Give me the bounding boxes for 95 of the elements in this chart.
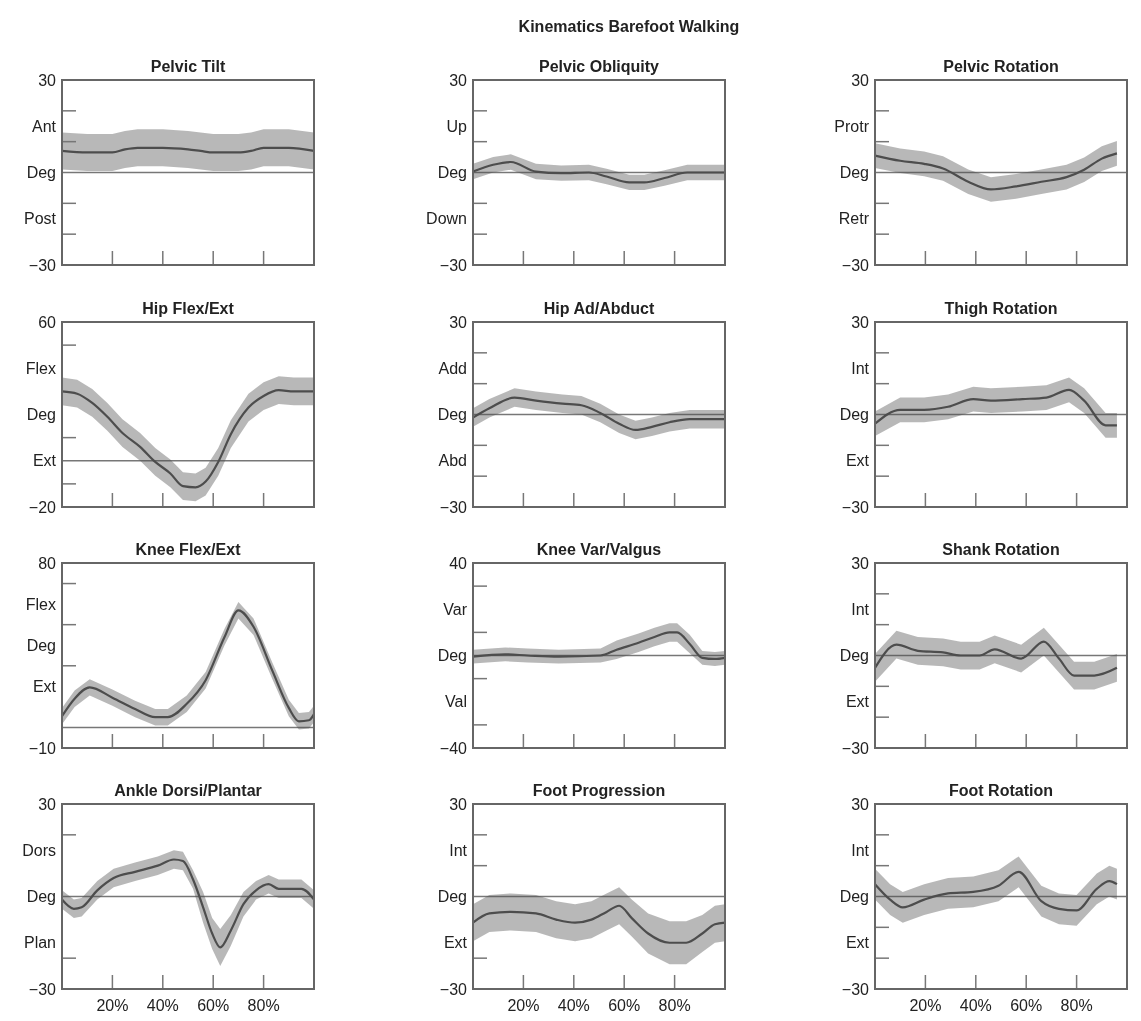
y-tick-label: Up <box>446 117 468 135</box>
chart-title: Foot Rotation <box>949 782 1053 799</box>
y-tick-label: Ant <box>31 117 57 135</box>
y-tick-label: −30 <box>439 980 468 998</box>
y-tick-label: Ext <box>32 677 57 695</box>
y-tick-label: Int <box>851 600 870 618</box>
y-tick-label: Var <box>443 600 468 618</box>
y-tick-label: Ext <box>845 452 870 470</box>
y-tick-label: −20 <box>28 498 57 516</box>
x-tick-label: 40% <box>146 997 179 1014</box>
y-tick-label: Plan <box>23 934 56 952</box>
y-tick-label: 40 <box>449 554 468 572</box>
y-tick-label: Deg <box>437 406 467 424</box>
line-series <box>873 152 1119 191</box>
y-tick-label: Ext <box>845 693 870 711</box>
chart-title: Pelvic Obliquity <box>538 58 660 75</box>
y-tick-label: −30 <box>841 739 870 757</box>
y-tick-label: −10 <box>28 739 57 757</box>
chart-title: Shank Rotation <box>942 541 1060 558</box>
y-tick-label: Add <box>438 359 467 377</box>
y-tick-label: Ext <box>845 934 870 952</box>
y-tick-label: Deg <box>839 647 869 665</box>
y-tick-label: Post <box>23 210 57 228</box>
y-tick-label: Down <box>426 210 467 228</box>
y-tick-label: Flex <box>25 595 56 613</box>
y-tick-label: Int <box>851 359 870 377</box>
line-series <box>471 631 727 661</box>
y-tick-label: Deg <box>437 164 467 182</box>
chart-title: Pelvic Rotation <box>943 58 1059 75</box>
y-tick-label: 30 <box>38 71 57 89</box>
chart-title: Knee Var/Valgus <box>536 541 662 558</box>
chart-title: Pelvic Tilt <box>150 58 226 75</box>
y-tick-label: 30 <box>851 313 870 331</box>
x-tick-label: 80% <box>1060 997 1093 1014</box>
x-tick-label: 60% <box>197 997 230 1014</box>
x-tick-label: 80% <box>247 997 280 1014</box>
chart-title: Hip Flex/Ext <box>142 300 235 317</box>
y-tick-label: Int <box>851 841 870 859</box>
y-tick-label: Deg <box>26 164 56 182</box>
line-series <box>60 389 316 489</box>
y-tick-label: 30 <box>449 71 468 89</box>
line-series <box>471 160 727 184</box>
y-tick-label: Deg <box>26 406 56 424</box>
y-tick-label: Int <box>449 841 468 859</box>
y-tick-label: 30 <box>38 795 57 813</box>
y-tick-label: 30 <box>449 795 468 813</box>
x-tick-label: 80% <box>658 997 691 1014</box>
y-tick-label: Deg <box>437 647 467 665</box>
x-tick-label: 20% <box>909 997 942 1014</box>
y-tick-label: Ext <box>32 452 57 470</box>
chart-title: Thigh Rotation <box>944 300 1058 317</box>
y-tick-label: −40 <box>439 739 468 757</box>
y-tick-label: 30 <box>449 313 468 331</box>
y-tick-label: 80 <box>38 554 57 572</box>
y-tick-label: Retr <box>838 210 870 228</box>
line-series <box>873 388 1119 427</box>
y-tick-label: Abd <box>438 452 467 470</box>
y-tick-label: 30 <box>851 71 870 89</box>
y-tick-label: Flex <box>25 359 56 377</box>
line-series <box>873 870 1119 912</box>
y-tick-label: Ext <box>443 934 468 952</box>
text: Kinematics Barefoot Walking <box>518 18 740 35</box>
y-tick-label: −30 <box>841 498 870 516</box>
y-tick-label: 60 <box>38 313 57 331</box>
x-tick-label: 60% <box>608 997 641 1014</box>
line-series <box>471 904 727 944</box>
y-tick-label: Deg <box>839 888 869 906</box>
y-tick-label: 30 <box>851 554 870 572</box>
y-tick-label: Dors <box>22 841 56 859</box>
y-tick-label: Deg <box>26 636 56 654</box>
y-tick-label: −30 <box>841 980 870 998</box>
chart-title: Knee Flex/Ext <box>135 541 242 558</box>
y-tick-label: −30 <box>28 256 57 274</box>
y-tick-label: Deg <box>26 888 56 906</box>
x-tick-label: 20% <box>507 997 540 1014</box>
y-tick-label: Deg <box>839 406 869 424</box>
y-tick-label: −30 <box>439 256 468 274</box>
y-tick-label: Deg <box>437 888 467 906</box>
x-tick-label: 40% <box>557 997 590 1014</box>
line-series <box>471 396 727 432</box>
line-series <box>60 858 316 949</box>
y-tick-label: Deg <box>839 164 869 182</box>
chart-title: Ankle Dorsi/Plantar <box>114 782 262 799</box>
y-tick-label: −30 <box>28 980 57 998</box>
y-tick-label: 30 <box>851 795 870 813</box>
x-tick-label: 60% <box>1010 997 1043 1014</box>
y-tick-label: Protr <box>834 117 870 135</box>
line-series <box>873 640 1119 677</box>
x-tick-label: 40% <box>959 997 992 1014</box>
x-tick-label: 20% <box>96 997 129 1014</box>
chart-title: Foot Progression <box>532 782 666 799</box>
y-tick-label: −30 <box>841 256 870 274</box>
y-tick-label: −30 <box>439 498 468 516</box>
chart-title: Hip Ad/Abduct <box>543 300 655 317</box>
y-tick-label: Val <box>445 693 467 711</box>
